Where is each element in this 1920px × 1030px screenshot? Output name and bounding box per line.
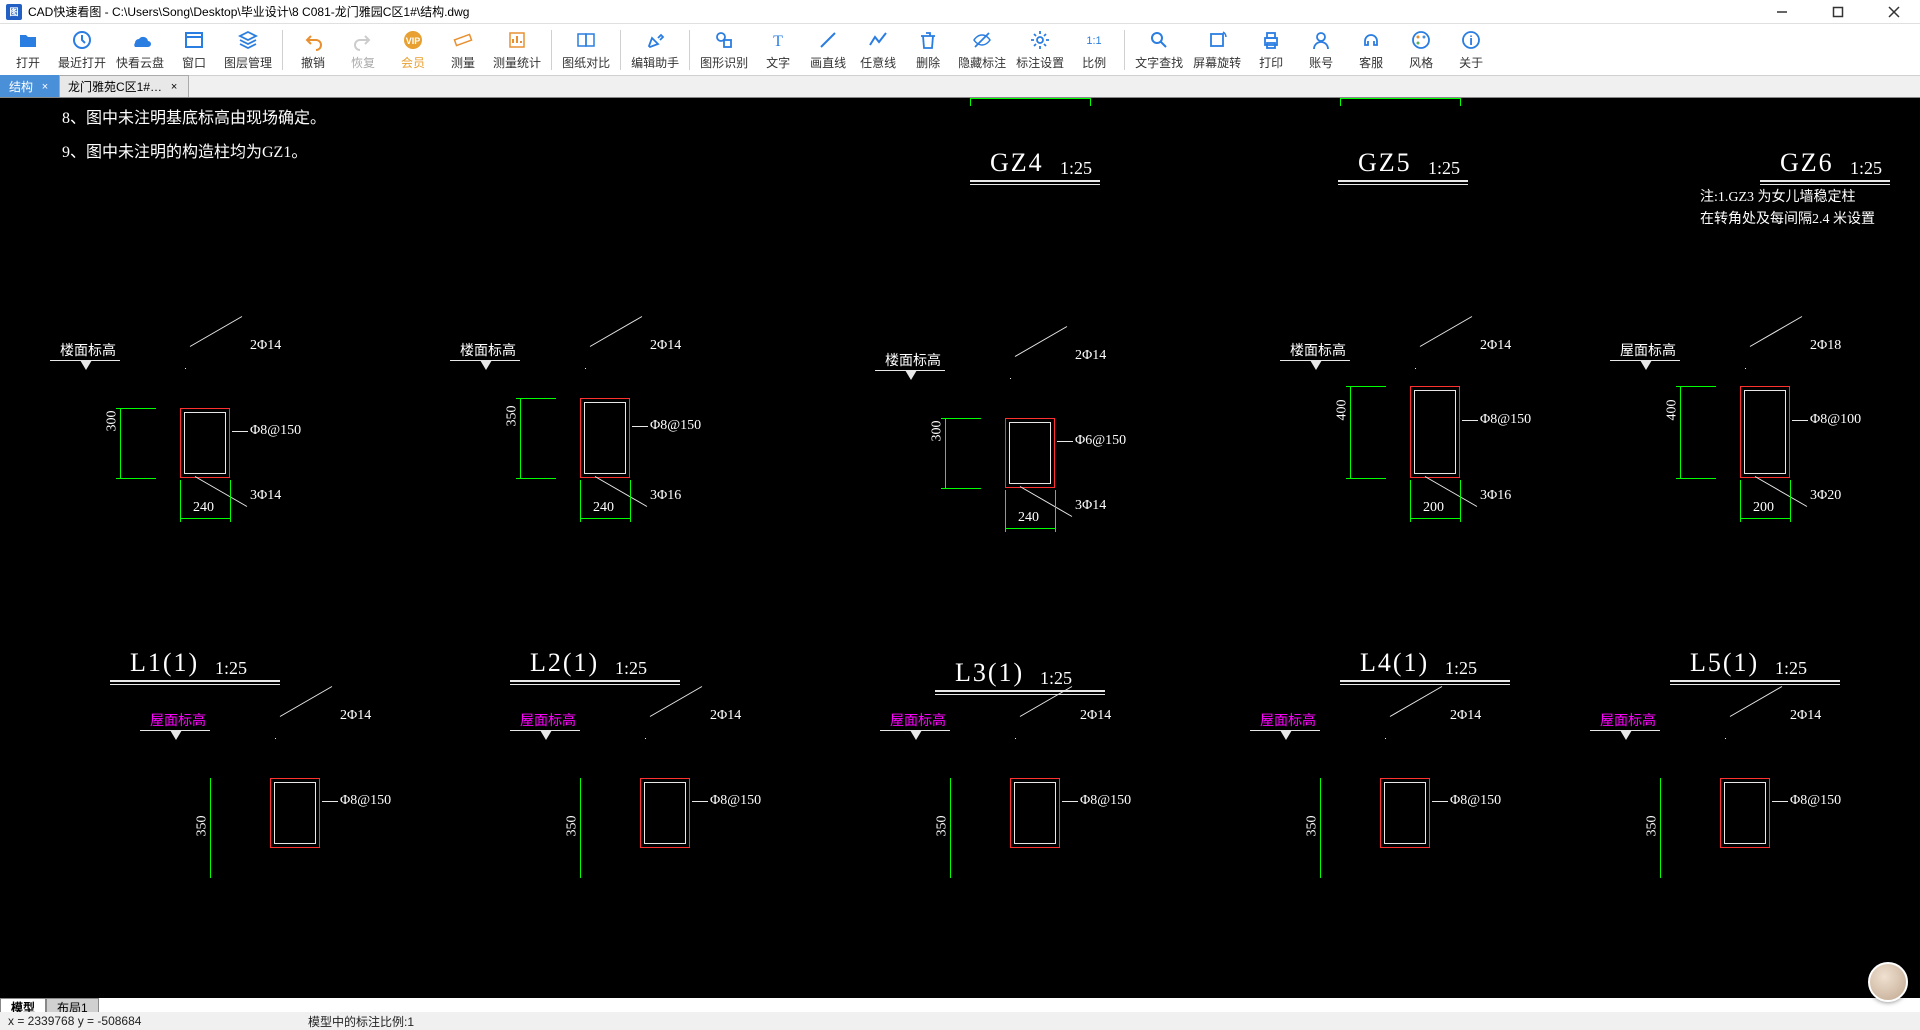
tool-annot-settings[interactable]: 标注设置 xyxy=(1012,26,1068,74)
svg-text:T: T xyxy=(773,33,783,50)
tool-polyline[interactable]: 任意线 xyxy=(854,26,902,74)
shape-recog-icon xyxy=(712,28,736,52)
tool-print[interactable]: 打印 xyxy=(1247,26,1295,74)
delete-icon xyxy=(916,28,940,52)
support-icon xyxy=(1359,28,1383,52)
tool-layers[interactable]: 图层管理 xyxy=(220,26,276,74)
tool-window[interactable]: 窗口 xyxy=(170,26,218,74)
window-controls xyxy=(1762,2,1914,22)
tool-line[interactable]: 画直线 xyxy=(804,26,852,74)
annot-settings-icon xyxy=(1028,28,1052,52)
tool-delete[interactable]: 删除 xyxy=(904,26,952,74)
tab-close-icon[interactable]: × xyxy=(168,81,180,93)
tool-open[interactable]: 打开 xyxy=(4,26,52,74)
measure-icon xyxy=(451,28,475,52)
svg-text:i: i xyxy=(1469,33,1473,48)
tool-shape-recog[interactable]: 图形识别 xyxy=(696,26,752,74)
close-button[interactable] xyxy=(1874,2,1914,22)
statusbar: x = 2339768 y = -508684 模型中的标注比例:1 xyxy=(0,1012,1920,1030)
scale-icon: 1:1 xyxy=(1082,28,1106,52)
undo-icon xyxy=(301,28,325,52)
document-tab[interactable]: 结构× xyxy=(0,75,60,97)
measure-stats-icon xyxy=(505,28,529,52)
about-icon: i xyxy=(1459,28,1483,52)
maximize-button[interactable] xyxy=(1818,2,1858,22)
style-icon xyxy=(1409,28,1433,52)
document-tabbar: 结构×龙门雅苑C区1#…× xyxy=(0,76,1920,98)
window-title: CAD快速看图 - C:\Users\Song\Desktop\毕业设计\8 C… xyxy=(28,3,1762,20)
tool-find-text[interactable]: 文字查找 xyxy=(1131,26,1187,74)
app-icon: 图 xyxy=(6,4,22,20)
find-text-icon xyxy=(1147,28,1171,52)
minimize-button[interactable] xyxy=(1762,2,1802,22)
tool-undo[interactable]: 撤销 xyxy=(289,26,337,74)
recent-icon xyxy=(70,28,94,52)
scale-readout: 模型中的标注比例:1 xyxy=(308,1013,414,1030)
print-icon xyxy=(1259,28,1283,52)
text-icon: T xyxy=(766,28,790,52)
tool-edit-helper[interactable]: 编辑助手 xyxy=(627,26,683,74)
tool-vip[interactable]: VIP会员 xyxy=(389,26,437,74)
document-tab[interactable]: 龙门雅苑C区1#…× xyxy=(59,75,189,97)
toolbar: 打开最近打开快看云盘窗口图层管理撤销恢复VIP会员测量测量统计图纸对比编辑助手图… xyxy=(0,24,1920,76)
vip-icon: VIP xyxy=(401,28,425,52)
tool-rotate[interactable]: 屏幕旋转 xyxy=(1189,26,1245,74)
svg-text:1:1: 1:1 xyxy=(1086,35,1101,47)
open-icon xyxy=(16,28,40,52)
tool-account[interactable]: 账号 xyxy=(1297,26,1345,74)
tool-support[interactable]: 客服 xyxy=(1347,26,1395,74)
tab-close-icon[interactable]: × xyxy=(39,81,51,93)
layers-icon xyxy=(236,28,260,52)
tool-redo[interactable]: 恢复 xyxy=(339,26,387,74)
redo-icon xyxy=(351,28,375,52)
rotate-icon xyxy=(1205,28,1229,52)
tool-measure[interactable]: 测量 xyxy=(439,26,487,74)
svg-text:VIP: VIP xyxy=(406,36,421,46)
tool-cloud[interactable]: 快看云盘 xyxy=(112,26,168,74)
tool-about[interactable]: i关于 xyxy=(1447,26,1495,74)
user-avatar[interactable] xyxy=(1868,962,1908,1002)
tool-compare[interactable]: 图纸对比 xyxy=(558,26,614,74)
line-icon xyxy=(816,28,840,52)
cloud-icon xyxy=(128,28,152,52)
tool-style[interactable]: 风格 xyxy=(1397,26,1445,74)
coordinates-readout: x = 2339768 y = -508684 xyxy=(8,1014,308,1028)
polyline-icon xyxy=(866,28,890,52)
tool-text[interactable]: T文字 xyxy=(754,26,802,74)
account-icon xyxy=(1309,28,1333,52)
tool-scale[interactable]: 1:1比例 xyxy=(1070,26,1118,74)
window-icon xyxy=(182,28,206,52)
drawing-canvas[interactable]: 8、图中未注明基底标高由现场确定。9、图中未注明的构造柱均为GZ1。GZ41:2… xyxy=(0,98,1920,998)
compare-icon xyxy=(574,28,598,52)
tool-recent[interactable]: 最近打开 xyxy=(54,26,110,74)
tool-measure-stats[interactable]: 测量统计 xyxy=(489,26,545,74)
titlebar: 图 CAD快速看图 - C:\Users\Song\Desktop\毕业设计\8… xyxy=(0,0,1920,24)
hide-annot-icon xyxy=(970,28,994,52)
tool-hide-annot[interactable]: 隐藏标注 xyxy=(954,26,1010,74)
edit-helper-icon xyxy=(643,28,667,52)
